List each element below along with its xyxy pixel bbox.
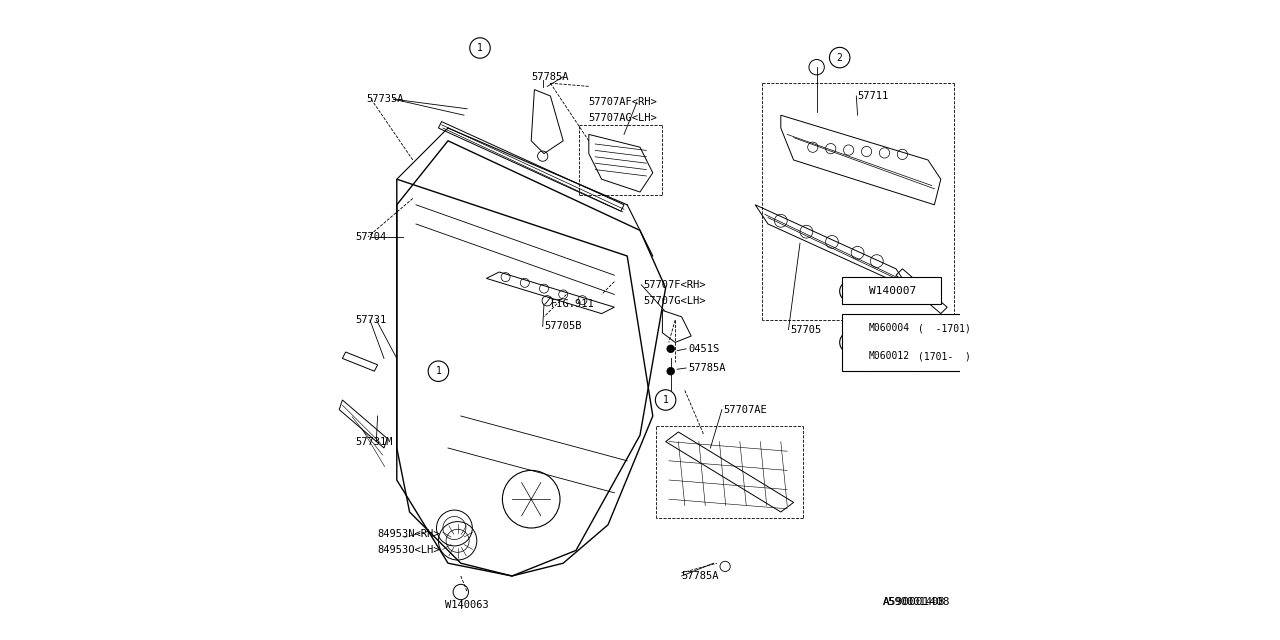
Circle shape <box>667 345 675 353</box>
Text: 57705: 57705 <box>791 324 822 335</box>
Text: 57731: 57731 <box>356 315 387 325</box>
Text: 57705B: 57705B <box>544 321 581 332</box>
Text: W140063: W140063 <box>445 600 489 610</box>
Text: 57731M: 57731M <box>356 436 393 447</box>
Text: 1: 1 <box>435 366 442 376</box>
Text: 1: 1 <box>663 395 668 405</box>
Text: A590001408: A590001408 <box>883 596 951 607</box>
Text: 84953O<LH>: 84953O<LH> <box>378 545 440 556</box>
Text: 0451S: 0451S <box>689 344 719 354</box>
Text: 57707AF<RH>: 57707AF<RH> <box>589 97 658 108</box>
Text: 84953N<RH>: 84953N<RH> <box>378 529 440 540</box>
Text: FRONT: FRONT <box>877 340 908 351</box>
Text: A590001408: A590001408 <box>883 596 946 607</box>
Text: M060004: M060004 <box>869 323 910 333</box>
Text: 57707AG<LH>: 57707AG<LH> <box>589 113 658 124</box>
Text: M060012: M060012 <box>869 351 910 362</box>
Text: ←FRONT: ←FRONT <box>900 344 940 354</box>
Text: 57704: 57704 <box>356 232 387 242</box>
Text: (1701-  ): (1701- ) <box>919 351 972 362</box>
Text: 57785A: 57785A <box>531 72 568 82</box>
Text: 57707G<LH>: 57707G<LH> <box>644 296 705 306</box>
Text: 57711: 57711 <box>858 91 888 101</box>
Text: (  -1701): ( -1701) <box>919 323 972 333</box>
Text: 57707AE: 57707AE <box>723 404 767 415</box>
Circle shape <box>667 367 675 375</box>
Text: 2: 2 <box>837 52 842 63</box>
FancyBboxPatch shape <box>842 277 941 304</box>
Text: 57785A: 57785A <box>681 571 719 581</box>
FancyBboxPatch shape <box>842 314 973 371</box>
Text: 1: 1 <box>477 43 483 53</box>
Text: 57707F<RH>: 57707F<RH> <box>644 280 705 290</box>
Text: 57735A: 57735A <box>366 94 403 104</box>
Text: 57785A: 57785A <box>689 363 726 373</box>
Text: 2: 2 <box>847 337 852 348</box>
Text: FIG.911: FIG.911 <box>550 299 594 309</box>
Text: W140007: W140007 <box>869 286 916 296</box>
Text: 1: 1 <box>847 286 852 296</box>
